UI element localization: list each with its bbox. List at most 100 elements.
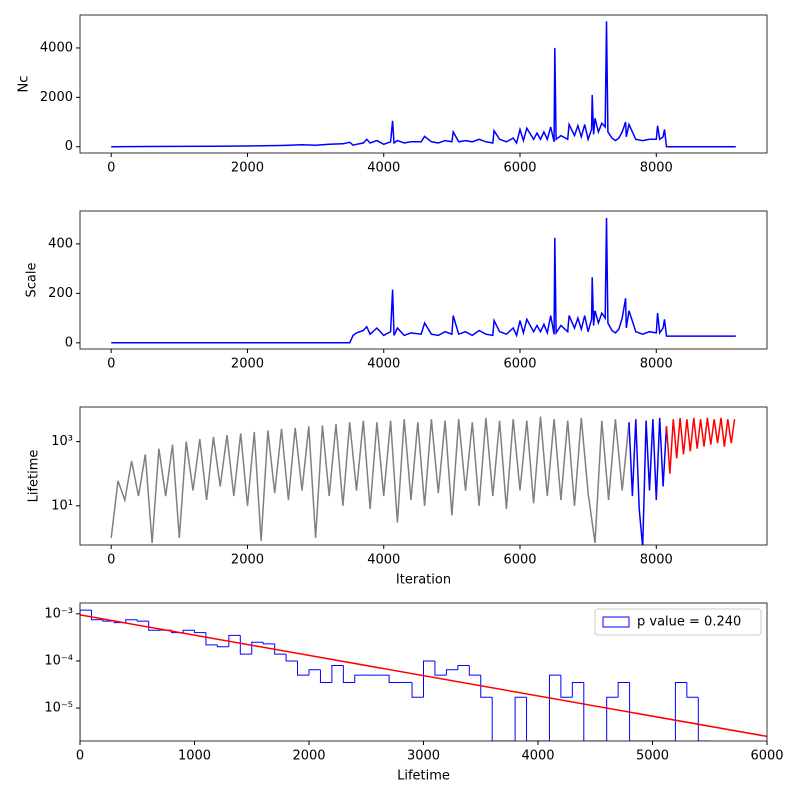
histogram-bin (686, 682, 699, 698)
y-tick-label: 10⁻³ (44, 606, 73, 621)
histogram-bin (148, 621, 161, 631)
histogram-bin (239, 635, 252, 655)
histogram-bin (560, 675, 573, 698)
histogram-bin (90, 610, 103, 621)
plot-area (111, 21, 736, 148)
histogram-bin (674, 681, 687, 741)
axes-frame (79, 602, 768, 742)
axes: 0 1000 2000 3000 4000 5000 6000 10⁻⁵ 10⁻⁴ 10⁻³ Lif… (44, 602, 784, 784)
histogram-bin (468, 665, 481, 676)
x-tick-label: 2000 (231, 161, 264, 176)
histogram-bin (182, 629, 195, 633)
x-tick-label: 3000 (407, 749, 440, 764)
axes-frame (79, 14, 768, 154)
histogram-bin (354, 674, 367, 683)
y-tick-label: 10³ (51, 434, 73, 449)
histogram-bin (526, 697, 538, 741)
y-tick-label: 2000 (40, 90, 73, 105)
x-tick-label: 6000 (750, 749, 783, 764)
histogram-bin (434, 660, 447, 676)
x-tick-label: 5000 (636, 749, 669, 764)
histogram-bin (216, 644, 229, 648)
x-tick-label: 1000 (178, 749, 211, 764)
x-tick-label: 4000 (367, 357, 400, 372)
axes: 0 2000 4000 6000 8000 0 200 400 Scale (25, 210, 768, 372)
legend-swatch (602, 616, 630, 628)
histogram-bin (629, 682, 642, 741)
histogram-bin (102, 619, 115, 622)
x-axis-label: Iteration (396, 573, 451, 588)
x-tick-label: 2000 (231, 553, 264, 568)
x-tick-label: 8000 (640, 161, 673, 176)
histogram-bin (388, 675, 401, 683)
y-tick-label: 10¹ (51, 498, 73, 513)
x-tick-label: 4000 (367, 553, 400, 568)
line (111, 21, 736, 148)
plot-area (110, 416, 736, 545)
histogram-bin (80, 609, 92, 741)
y-tick-label: 400 (48, 236, 73, 251)
legend-label: p value = 0.240 (637, 615, 741, 630)
fit-line (80, 614, 767, 738)
histogram-bin (480, 675, 493, 698)
plot-area (111, 217, 736, 344)
y-axis-label: Lifetime (27, 450, 42, 503)
x-tick-label: 0 (76, 749, 84, 764)
y-axis-label: Scale (25, 263, 40, 298)
line (628, 417, 668, 545)
axes: 0 2000 4000 6000 8000 10¹ 10³ Lifetime Iteration (27, 406, 768, 588)
histogram-bin (548, 674, 561, 741)
x-tick-label: 0 (107, 161, 115, 176)
histogram-bin (274, 643, 287, 655)
line (110, 416, 630, 544)
y-tick-label: 200 (48, 286, 73, 301)
y-tick-label: 10⁻⁵ (44, 701, 73, 716)
histogram-bin (194, 630, 206, 634)
histogram-bin (228, 634, 241, 647)
histogram-bin (491, 697, 504, 741)
histogram-bin (308, 669, 321, 676)
histogram-bin (697, 697, 710, 741)
line (665, 417, 736, 474)
legend-frame (594, 608, 762, 636)
x-axis-label: Lifetime (397, 769, 450, 784)
histogram-bin (583, 682, 596, 741)
y-tick-label: 0 (65, 335, 73, 350)
histogram-bin (136, 619, 149, 622)
histogram-bin (571, 681, 584, 698)
histogram-bin (297, 660, 309, 676)
y-tick-label: 4000 (40, 40, 73, 55)
histogram-bin (617, 681, 630, 698)
axes-frame (79, 406, 768, 546)
histogram-bin (411, 682, 424, 698)
histogram-bin (285, 654, 298, 662)
histogram-bin (606, 696, 619, 741)
x-tick-label: 6000 (503, 357, 536, 372)
legend: p value = 0.240 (594, 608, 762, 636)
x-tick-label: 4000 (367, 161, 400, 176)
histogram-bin (319, 669, 332, 683)
histogram-bin (423, 660, 435, 698)
line (111, 217, 736, 344)
histogram-bin (514, 696, 527, 741)
x-tick-label: 8000 (640, 553, 673, 568)
x-tick-label: 0 (107, 357, 115, 372)
x-tick-label: 0 (107, 553, 115, 568)
axes-frame (79, 210, 768, 350)
x-tick-label: 6000 (503, 161, 536, 176)
x-tick-label: 2000 (231, 357, 264, 372)
x-tick-label: 4000 (521, 749, 554, 764)
x-tick-label: 8000 (640, 357, 673, 372)
y-tick-label: 10⁻⁴ (44, 653, 73, 668)
histogram-bin (125, 619, 138, 623)
y-axis-label: Nc (17, 76, 32, 93)
histogram-bin (445, 669, 458, 676)
axes: 0 2000 4000 6000 8000 0 2000 4000 Nc (17, 14, 768, 176)
x-tick-label: 2000 (292, 749, 325, 764)
plot-area (80, 609, 767, 741)
histogram-bin (262, 642, 275, 645)
histogram-bin (457, 665, 470, 670)
histogram-bin (251, 641, 264, 655)
